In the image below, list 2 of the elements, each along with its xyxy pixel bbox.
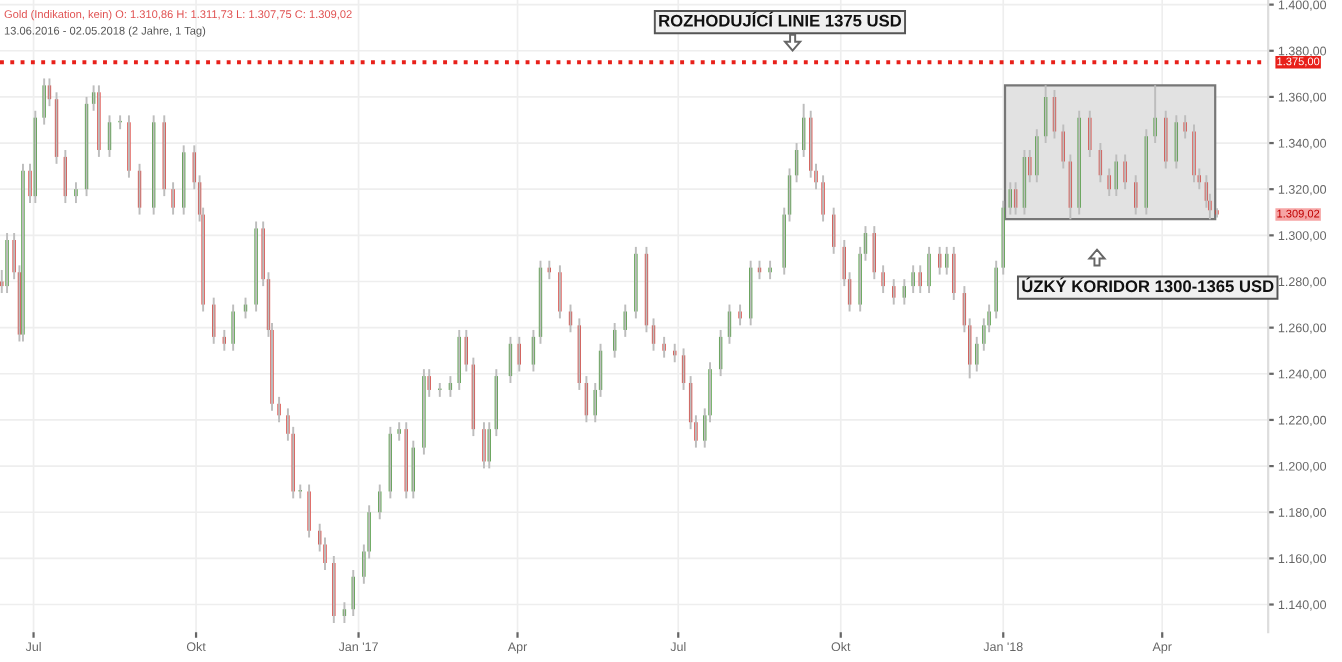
annotation: ROZHODUJÍCÍ LINIE 1375 USD [659,11,902,27]
annotation: ÚZKÝ KORIDOR 1300-1365 USD [1022,277,1274,293]
